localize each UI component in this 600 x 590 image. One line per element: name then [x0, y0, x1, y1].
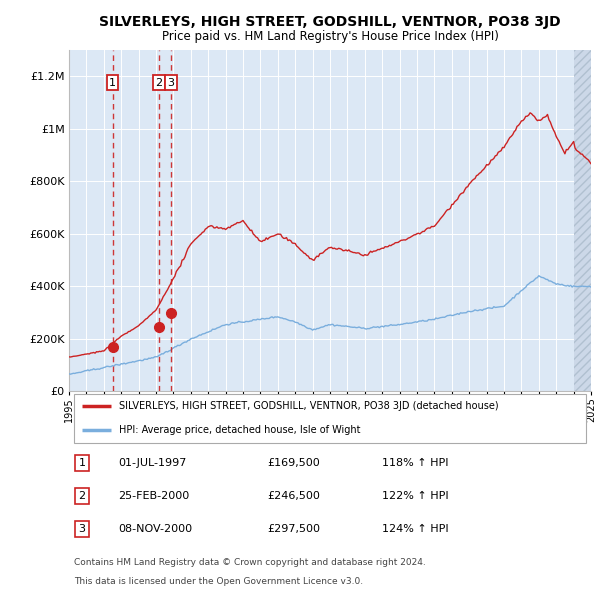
- Text: £169,500: £169,500: [268, 458, 320, 468]
- Text: 124% ↑ HPI: 124% ↑ HPI: [382, 525, 449, 535]
- Text: £246,500: £246,500: [268, 491, 320, 502]
- Text: 25-FEB-2000: 25-FEB-2000: [119, 491, 190, 502]
- Text: This data is licensed under the Open Government Licence v3.0.: This data is licensed under the Open Gov…: [74, 577, 364, 586]
- Text: 1: 1: [109, 77, 116, 87]
- Text: 122% ↑ HPI: 122% ↑ HPI: [382, 491, 449, 502]
- Text: 2: 2: [79, 491, 86, 502]
- Text: 118% ↑ HPI: 118% ↑ HPI: [382, 458, 449, 468]
- Text: £297,500: £297,500: [268, 525, 320, 535]
- Text: SILVERLEYS, HIGH STREET, GODSHILL, VENTNOR, PO38 3JD (detached house): SILVERLEYS, HIGH STREET, GODSHILL, VENTN…: [119, 401, 498, 411]
- Text: Contains HM Land Registry data © Crown copyright and database right 2024.: Contains HM Land Registry data © Crown c…: [74, 558, 426, 567]
- Text: 3: 3: [79, 525, 86, 535]
- Text: 01-JUL-1997: 01-JUL-1997: [119, 458, 187, 468]
- FancyBboxPatch shape: [74, 394, 586, 442]
- Text: 08-NOV-2000: 08-NOV-2000: [119, 525, 193, 535]
- Text: HPI: Average price, detached house, Isle of Wight: HPI: Average price, detached house, Isle…: [119, 425, 360, 435]
- Text: Price paid vs. HM Land Registry's House Price Index (HPI): Price paid vs. HM Land Registry's House …: [161, 30, 499, 43]
- Bar: [574, 50, 599, 392]
- Text: 3: 3: [167, 77, 174, 87]
- Text: SILVERLEYS, HIGH STREET, GODSHILL, VENTNOR, PO38 3JD: SILVERLEYS, HIGH STREET, GODSHILL, VENTN…: [99, 15, 561, 30]
- Text: 1: 1: [79, 458, 86, 468]
- Text: 2: 2: [155, 77, 162, 87]
